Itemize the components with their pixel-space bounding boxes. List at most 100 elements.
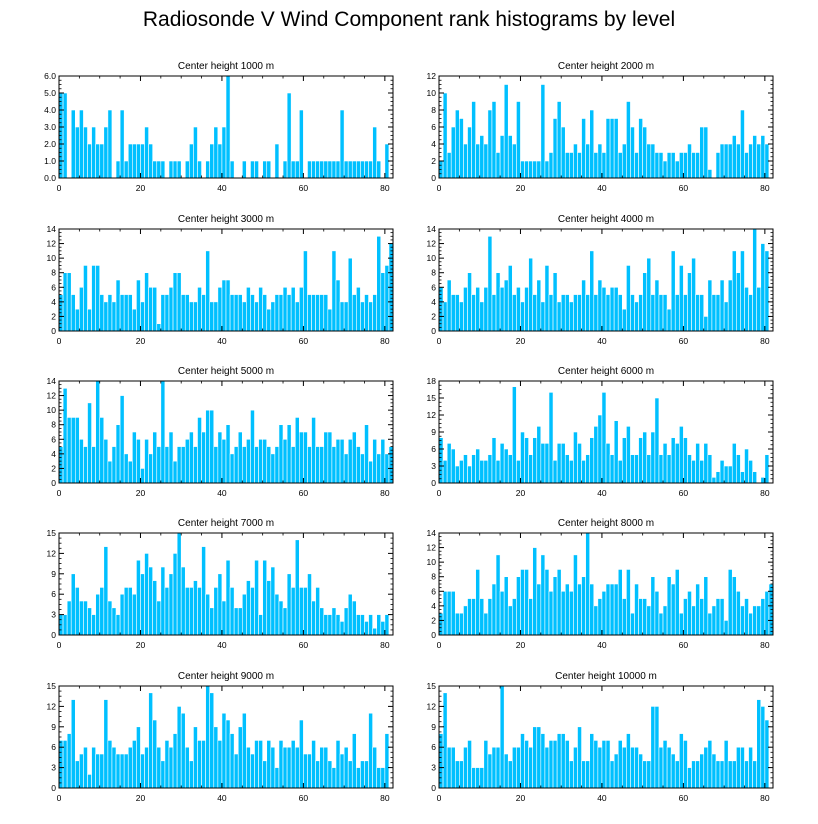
histogram-bar <box>744 286 749 332</box>
y-tick-label: 8 <box>51 268 56 278</box>
histogram-bar <box>384 733 390 789</box>
histogram-bar <box>368 301 373 332</box>
panel-title: Center height 3000 m <box>178 214 274 225</box>
histogram-bar <box>650 576 656 636</box>
histogram-bar <box>282 286 288 332</box>
histogram-bar <box>274 446 280 484</box>
histogram-bar <box>634 746 639 789</box>
histogram-bar <box>630 294 635 332</box>
histogram-bar <box>744 448 749 484</box>
y-tick-label: 0 <box>431 478 436 488</box>
histogram-panel: Center height 6000 m 0 3 6 9 12 15 18 0 20 40 60 80 <box>427 366 774 498</box>
histogram-bar <box>254 160 259 179</box>
histogram-bar <box>662 443 668 484</box>
histogram-bar <box>250 160 255 179</box>
histogram-bar <box>193 726 198 789</box>
histogram-bar <box>719 460 725 484</box>
histogram-bar <box>136 726 141 789</box>
histogram-bar <box>532 294 538 332</box>
histogram-bar <box>311 417 316 484</box>
histogram-bar <box>368 614 373 636</box>
x-tick-label: 60 <box>299 183 309 193</box>
histogram-bar <box>303 250 308 332</box>
histogram-bar <box>323 160 329 179</box>
histogram-bar <box>442 460 448 484</box>
y-tick-label: 10 <box>427 253 437 263</box>
histogram-bar <box>560 126 566 179</box>
y-tick-label: 10 <box>427 557 437 567</box>
histogram-bar <box>233 753 239 789</box>
histogram-bar <box>144 126 149 179</box>
histogram-bar <box>573 431 578 484</box>
x-tick-label: 40 <box>597 488 607 498</box>
histogram-bar <box>99 294 105 332</box>
histogram-bar <box>258 614 263 636</box>
histogram-bar <box>87 143 92 179</box>
histogram-bar <box>532 547 538 636</box>
histogram-bar <box>699 294 705 332</box>
y-tick-label: 10 <box>427 88 437 98</box>
histogram-bar <box>331 767 337 789</box>
histogram-bar <box>483 612 489 636</box>
x-tick-label: 80 <box>380 336 390 346</box>
histogram-bar <box>168 160 174 179</box>
x-tick-label: 0 <box>57 640 62 650</box>
histogram-bar <box>79 600 84 636</box>
y-tick-label: 8 <box>431 268 436 278</box>
histogram-bar <box>315 446 320 484</box>
histogram-bar <box>184 160 190 179</box>
histogram-bar <box>294 417 300 484</box>
histogram-bar <box>197 587 202 636</box>
histogram-bar <box>95 380 101 484</box>
histogram-bar <box>217 740 223 789</box>
x-tick-label: 60 <box>299 336 309 346</box>
histogram-bar <box>634 301 639 332</box>
histogram-bar <box>351 733 357 789</box>
histogram-bar <box>62 614 68 636</box>
x-tick-label: 20 <box>136 793 146 803</box>
histogram-bar <box>597 414 603 484</box>
histogram-bar <box>516 101 521 179</box>
histogram-bar <box>483 143 489 179</box>
histogram-bar <box>205 409 211 484</box>
histogram-bar <box>450 746 456 789</box>
x-tick-label: 40 <box>217 183 227 193</box>
histogram-bar <box>189 760 194 789</box>
histogram-bar <box>152 719 158 789</box>
y-tick-label: 4 <box>431 601 436 611</box>
histogram-bar <box>512 598 517 636</box>
histogram-bar <box>262 559 268 636</box>
histogram-bar <box>585 143 591 179</box>
histogram-bar <box>87 402 92 484</box>
x-tick-label: 0 <box>437 183 442 193</box>
histogram-bar <box>95 593 101 636</box>
histogram-bar <box>691 460 696 484</box>
histogram-bar <box>168 746 174 789</box>
histogram-bar <box>347 438 353 484</box>
histogram-bar <box>740 250 745 332</box>
histogram-bar <box>83 600 88 636</box>
histogram-bar <box>670 152 676 179</box>
histogram-bar <box>111 746 117 789</box>
y-tick-label: 0 <box>51 783 56 793</box>
y-tick-label: 6 <box>431 444 436 454</box>
histogram-bar <box>463 605 468 636</box>
histogram-bar <box>646 454 652 484</box>
histogram-bar <box>132 308 137 332</box>
histogram-bar <box>536 160 542 179</box>
histogram-bar <box>475 286 481 332</box>
histogram-bar <box>290 740 296 789</box>
histogram-bar <box>593 605 599 636</box>
histogram-bar <box>250 587 255 636</box>
histogram-bar <box>520 160 525 179</box>
histogram-bar <box>274 767 280 789</box>
histogram-bar <box>148 453 153 484</box>
histogram-bar <box>319 746 325 789</box>
histogram-bar <box>176 446 182 484</box>
histogram-bar <box>736 143 741 179</box>
histogram-bar <box>548 392 554 484</box>
histogram-bar <box>278 294 284 332</box>
y-tick-label: 6 <box>431 742 436 752</box>
histogram-bar <box>286 424 292 484</box>
y-tick-label: 18 <box>427 376 437 386</box>
